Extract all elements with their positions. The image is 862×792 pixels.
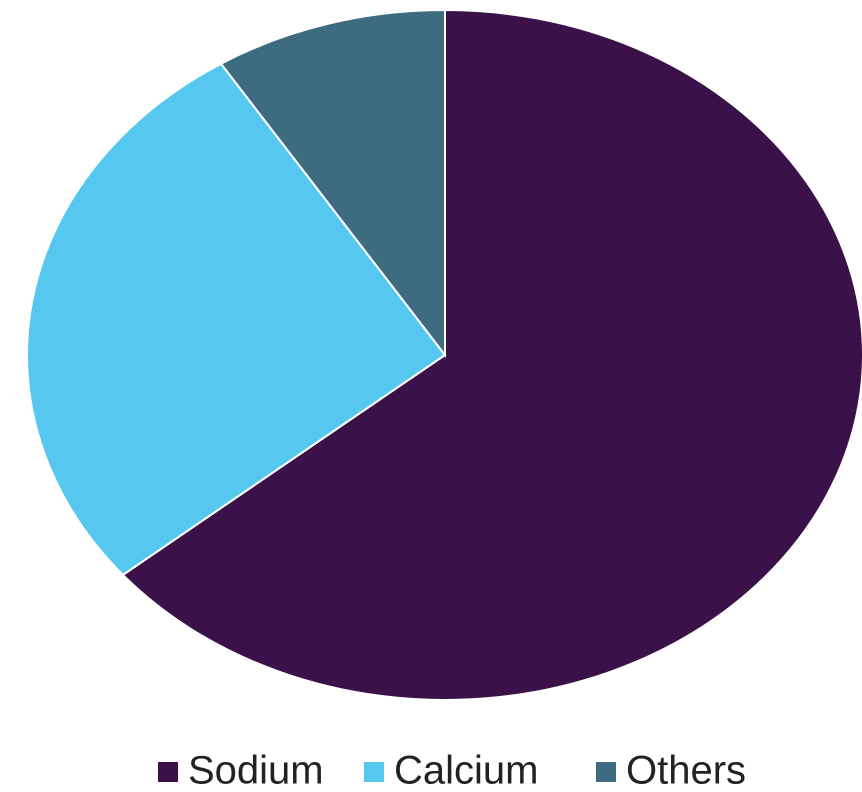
legend-label: Sodium xyxy=(188,749,324,792)
legend-swatch xyxy=(364,762,384,782)
pie-slice xyxy=(219,8,446,358)
pie-slice xyxy=(26,62,447,577)
legend-label: Others xyxy=(626,749,746,792)
legend-swatch xyxy=(158,762,178,782)
legend-swatch xyxy=(596,762,616,782)
pie-slice xyxy=(121,8,862,701)
legend-label: Calcium xyxy=(394,749,538,792)
